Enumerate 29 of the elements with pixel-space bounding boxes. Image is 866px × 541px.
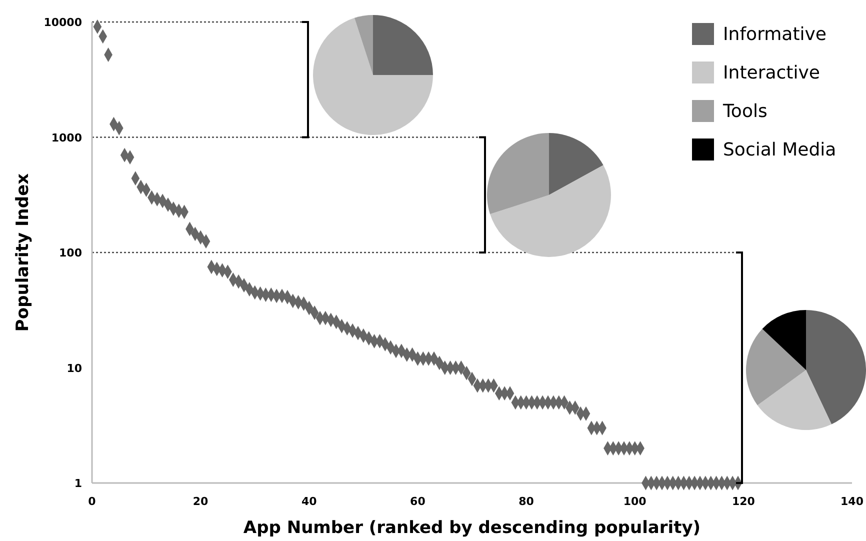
pie-slice xyxy=(762,310,806,370)
x-tick-label: 20 xyxy=(192,495,209,508)
y-tick-label: 10 xyxy=(66,362,82,375)
y-tick-label: 10000 xyxy=(44,16,82,29)
pie-slice xyxy=(487,133,549,214)
legend-label: Social Media xyxy=(723,140,836,160)
pie-slice xyxy=(746,328,806,406)
legend-label: Informative xyxy=(723,24,826,45)
pie-slice xyxy=(549,133,604,195)
y-tick-label: 100 xyxy=(59,246,82,260)
pie-slice xyxy=(806,310,866,424)
x-tick-label: 120 xyxy=(732,495,756,508)
x-axis-title: App Number (ranked by descending popularity) xyxy=(243,518,701,538)
pie-slice xyxy=(354,15,373,75)
y-tick-label: 1 xyxy=(74,477,82,490)
y-axis-title: Popularity Index xyxy=(13,173,33,332)
x-tick-label: 100 xyxy=(623,495,647,508)
pie-slice xyxy=(313,18,433,135)
y-tick-label: 1000 xyxy=(51,131,82,144)
pie-slice xyxy=(490,165,611,257)
x-tick-label: 60 xyxy=(410,495,426,508)
x-tick-label: 40 xyxy=(301,495,318,508)
legend-label: Tools xyxy=(722,101,768,122)
x-tick-label: 80 xyxy=(518,495,534,508)
x-tick-label: 140 xyxy=(840,495,864,508)
pie-slice xyxy=(373,15,433,75)
legend-label: Interactive xyxy=(723,62,820,84)
x-tick-label: 0 xyxy=(88,495,96,508)
pie-slice xyxy=(757,370,832,430)
